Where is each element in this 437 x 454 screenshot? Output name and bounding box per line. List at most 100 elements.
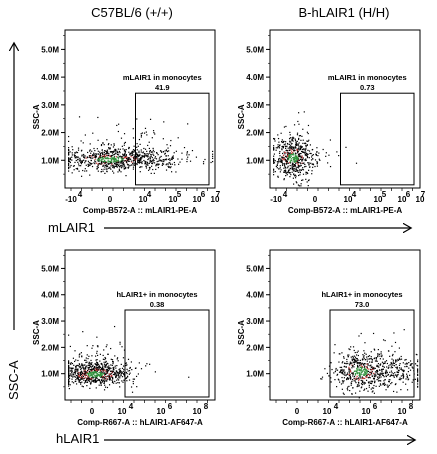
event-dot (278, 158, 280, 160)
event-dot (123, 166, 125, 168)
event-dot (81, 374, 83, 376)
event-dot (177, 137, 179, 139)
event-dot (116, 161, 118, 163)
event-dot (106, 157, 108, 160)
event-dot (310, 159, 313, 161)
event-dot (186, 158, 188, 160)
event-dot (80, 367, 83, 369)
event-dot (103, 168, 105, 170)
event-dot (141, 155, 143, 157)
event-dot (146, 161, 148, 163)
event-dot (90, 157, 92, 159)
event-dot (358, 335, 360, 337)
event-dot (141, 162, 143, 165)
event-dot (289, 153, 292, 156)
event-dot (417, 386, 419, 388)
event-dot (349, 389, 351, 392)
event-dot (343, 377, 345, 379)
event-dot (146, 134, 148, 136)
event-dot (74, 373, 77, 375)
event-dot (124, 150, 127, 152)
event-dot (367, 363, 369, 365)
event-dot (69, 363, 72, 365)
event-dot (82, 365, 84, 367)
x-tick-label: 10 (193, 407, 202, 416)
event-dot (98, 156, 101, 158)
y-tick-label: 5.0M (246, 264, 264, 273)
event-dot (278, 147, 281, 149)
event-dot (107, 167, 110, 169)
event-dot (273, 145, 275, 147)
event-dot (95, 369, 97, 371)
event-dot (291, 164, 293, 166)
event-dot (123, 144, 125, 146)
event-dot (162, 138, 164, 140)
event-dot (367, 381, 370, 383)
event-dot (105, 373, 107, 376)
event-dot (102, 165, 104, 167)
event-dot (104, 159, 106, 162)
event-dot (379, 364, 381, 366)
event-dot (91, 150, 93, 152)
event-dot (316, 165, 319, 167)
event-dot (75, 383, 78, 385)
event-dot (399, 379, 401, 381)
event-dot (374, 360, 377, 362)
event-dot (157, 164, 159, 166)
event-dot (96, 345, 99, 347)
event-dot (273, 138, 275, 140)
event-dot (305, 159, 307, 161)
event-dot (128, 164, 130, 166)
event-dot (106, 149, 108, 151)
event-dot (134, 158, 137, 160)
event-dot (103, 158, 105, 160)
event-dot (301, 168, 303, 171)
event-dot (108, 369, 110, 372)
event-dot (301, 157, 303, 159)
event-dot (83, 368, 85, 371)
x-tick-label: 6 (373, 402, 378, 411)
event-dot (276, 164, 278, 167)
event-dot (183, 146, 186, 149)
event-dot (383, 376, 385, 378)
event-dot (115, 150, 117, 152)
event-dot (155, 152, 158, 154)
event-dot (388, 379, 390, 381)
event-dot (297, 167, 300, 169)
event-dot (85, 357, 87, 359)
event-dot (290, 155, 292, 158)
event-dot (311, 149, 313, 151)
event-dot (304, 163, 306, 166)
event-dot (74, 350, 76, 352)
event-dot (361, 370, 363, 372)
event-dot (360, 387, 362, 389)
event-dot (359, 390, 361, 392)
event-dot (96, 354, 99, 357)
event-dot (417, 381, 419, 383)
event-dot (78, 160, 81, 162)
event-dot (92, 132, 94, 134)
event-dot (93, 367, 95, 369)
event-dot (128, 157, 130, 159)
event-dot (78, 354, 80, 356)
event-dot (151, 151, 153, 153)
event-dot (108, 384, 111, 386)
event-dot (191, 149, 194, 152)
event-dot (286, 161, 289, 163)
event-dot (293, 161, 295, 163)
event-dot (363, 357, 365, 359)
event-dot (378, 385, 380, 387)
event-dot (154, 156, 157, 158)
event-dot (68, 149, 70, 152)
event-dot (99, 371, 101, 373)
y-tick-label: 2.0M (246, 129, 264, 138)
event-dot (80, 165, 82, 167)
gate-rectangle (124, 309, 210, 398)
event-dot (125, 148, 127, 151)
event-dot (84, 372, 86, 374)
event-dot (91, 368, 93, 370)
event-dot (96, 368, 98, 370)
event-dot (144, 153, 146, 155)
event-dot (306, 156, 309, 159)
